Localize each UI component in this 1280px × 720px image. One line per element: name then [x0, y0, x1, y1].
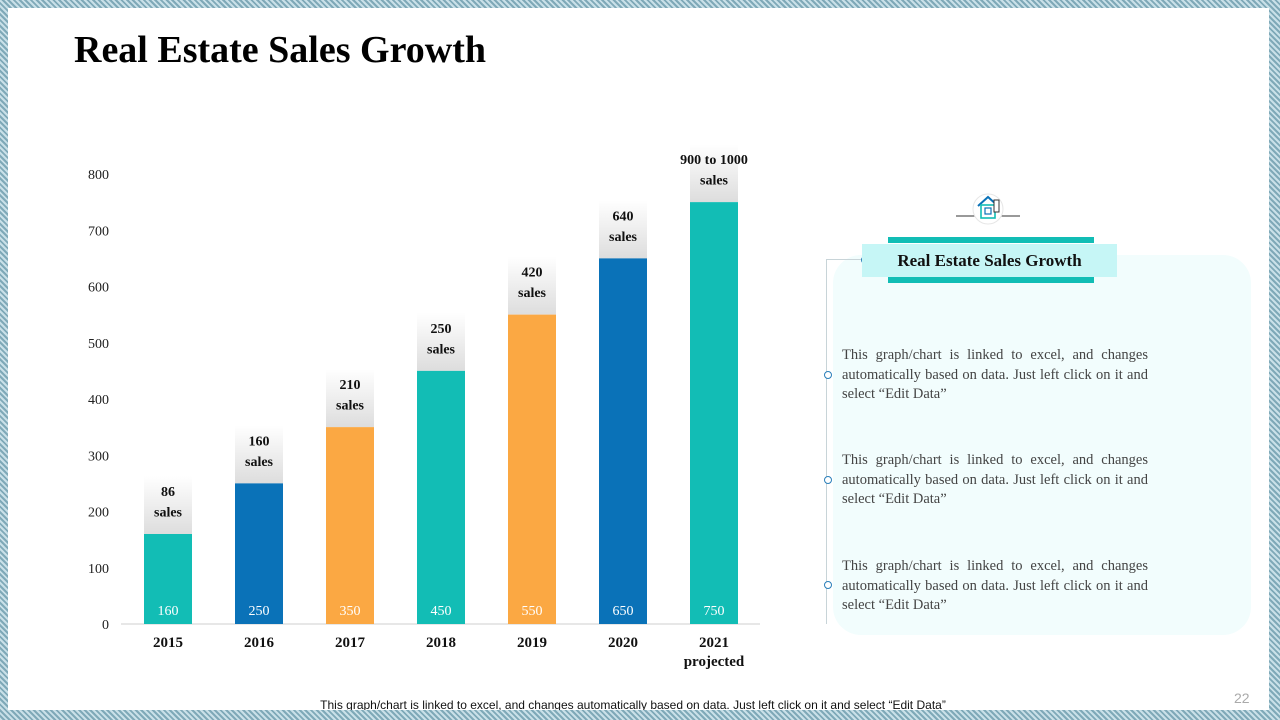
x-tick-label: 2021	[699, 635, 729, 651]
bar-chart[interactable]: 0 100 200 300 400 500 600 700 800 160 86 sales 2015…	[8, 8, 808, 710]
timeline-dot	[824, 371, 832, 379]
bar-value-label: 160	[158, 604, 179, 619]
y-tick-label: 800	[88, 168, 109, 183]
sales-annotation: 420	[522, 266, 543, 281]
bar	[235, 483, 283, 624]
sales-annotation: sales	[609, 230, 638, 245]
description-text-1: This graph/chart is linked to excel, and…	[842, 347, 1148, 402]
y-tick-label: 700	[88, 224, 109, 239]
bar-cap	[235, 425, 283, 484]
timeline-dot	[824, 581, 832, 589]
panel-heading: Real Estate Sales Growth	[862, 244, 1117, 277]
bar-value-label: 650	[613, 604, 634, 619]
bar-cap	[144, 476, 192, 534]
page-number: 22	[1234, 690, 1250, 706]
sales-annotation: sales	[336, 399, 365, 414]
bar	[508, 314, 556, 624]
bar-cap	[417, 312, 465, 371]
slide: Real Estate Sales Growth 0 100 200 300 400 50…	[8, 8, 1269, 710]
x-tick-label: 2016	[244, 635, 275, 651]
description-text-3: This graph/chart is linked to excel, and…	[842, 558, 1148, 613]
sales-annotation: 86	[161, 485, 175, 500]
x-tick-label: 2019	[517, 635, 547, 651]
sales-annotation: sales	[700, 174, 729, 189]
timeline-connector	[826, 259, 866, 260]
bar-cap	[508, 256, 556, 315]
description-text-2: This graph/chart is linked to excel, and…	[842, 452, 1148, 507]
sales-annotation: 210	[340, 378, 361, 393]
sales-annotation: sales	[427, 342, 456, 357]
y-tick-label: 400	[88, 393, 109, 408]
bar-value-label: 450	[431, 604, 452, 619]
bar-value-label: 750	[704, 604, 725, 619]
bar	[144, 534, 192, 624]
bar-value-label: 250	[249, 604, 270, 619]
panel-heading-frame	[888, 237, 1094, 283]
bar-cap	[599, 200, 647, 259]
x-tick-label: 2017	[335, 635, 366, 651]
sales-annotation: sales	[518, 286, 547, 301]
x-tick-label: 2015	[153, 635, 183, 651]
y-tick-label: 500	[88, 337, 109, 352]
bar-cap	[690, 144, 738, 203]
y-tick-label: 600	[88, 281, 109, 296]
y-tick-label: 200	[88, 506, 109, 521]
x-tick-label: projected	[684, 654, 745, 670]
sales-annotation: 250	[431, 322, 452, 337]
bar	[417, 370, 465, 624]
description-panel	[833, 255, 1251, 635]
sales-annotation: 160	[249, 434, 270, 449]
y-tick-label: 300	[88, 449, 109, 464]
x-tick-label: 2018	[426, 635, 456, 651]
bar	[326, 427, 374, 624]
bar	[690, 202, 738, 624]
y-axis: 0 100 200 300 400 500 600 700 800	[88, 168, 109, 633]
sales-annotation: 900 to 1000	[680, 153, 748, 168]
house-document-icon	[956, 188, 1020, 228]
sales-annotation: sales	[154, 506, 183, 521]
sales-annotation: 640	[613, 209, 634, 224]
bar-cap	[326, 369, 374, 428]
bars: 160 86 sales 2015 250 160 sales 2016 350 210 sales…	[144, 144, 748, 670]
footer-note: This graph/chart is linked to excel, and…	[320, 698, 946, 710]
x-tick-label: 2020	[608, 635, 638, 651]
y-tick-label: 100	[88, 562, 109, 577]
timeline-dot	[824, 476, 832, 484]
y-tick-label: 0	[102, 618, 109, 633]
bar	[599, 258, 647, 624]
bar-value-label: 550	[522, 604, 543, 619]
bar-value-label: 350	[340, 604, 361, 619]
page-title: Real Estate Sales Growth	[74, 29, 486, 71]
sales-annotation: sales	[245, 455, 274, 470]
timeline-line	[826, 259, 827, 624]
